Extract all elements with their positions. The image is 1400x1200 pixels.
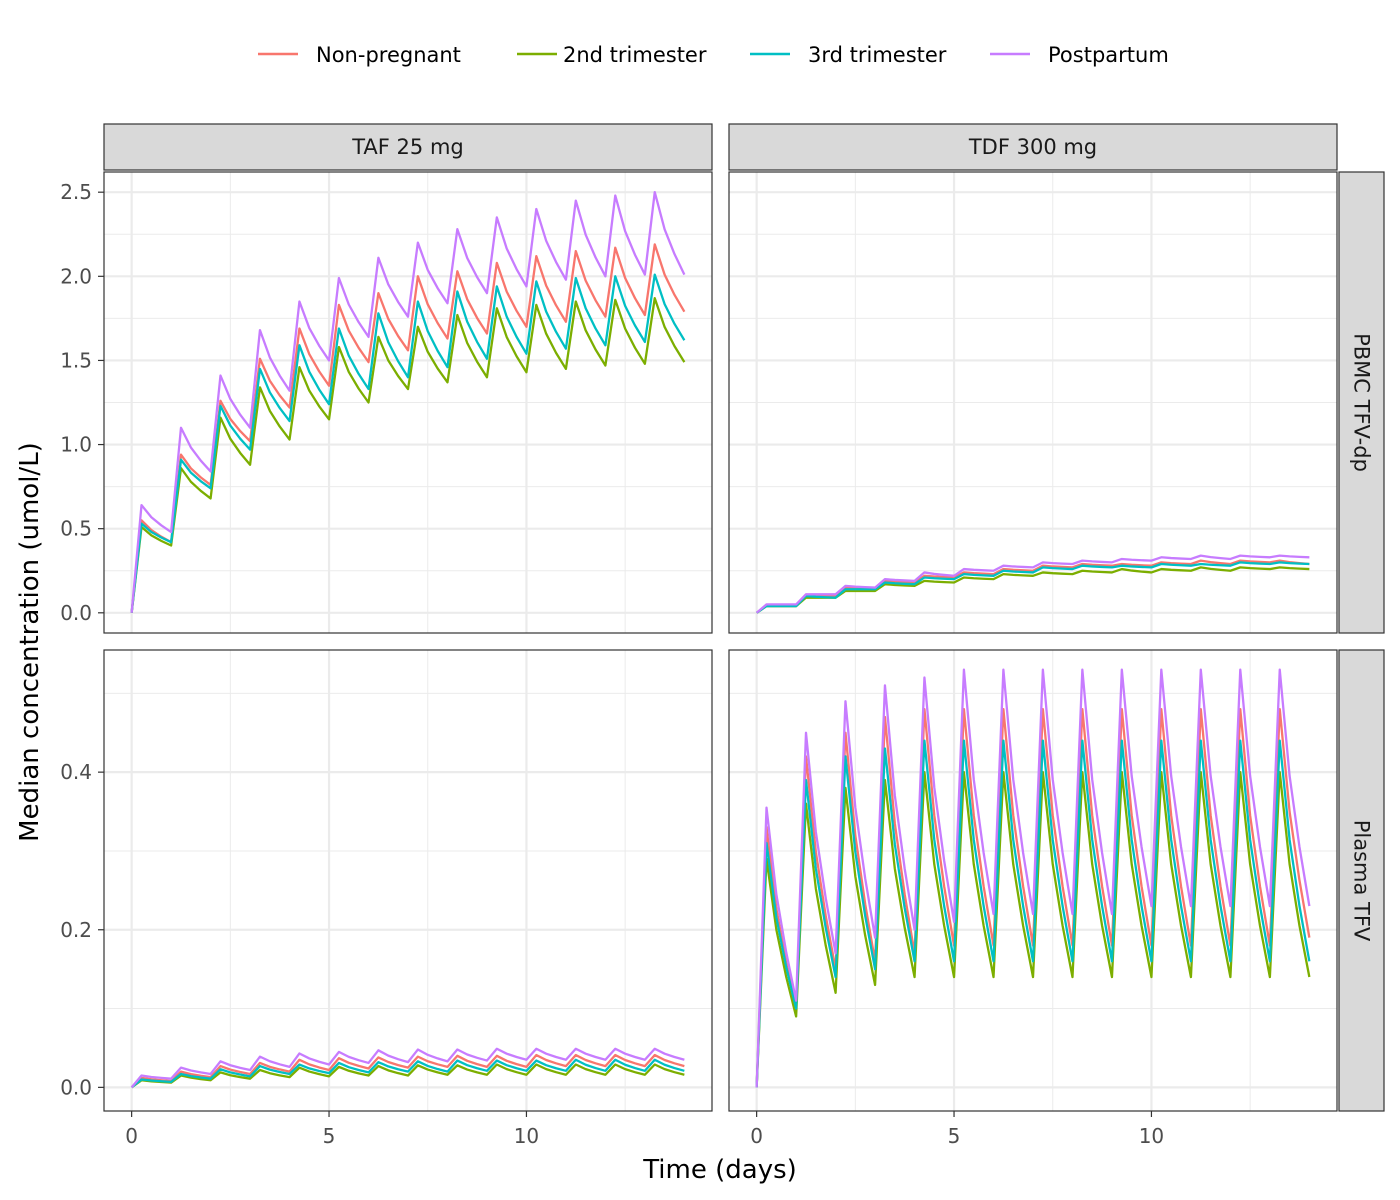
legend-label-non-pregnant: Non-pregnant: [316, 43, 461, 67]
x-tick-label: 5: [323, 1124, 336, 1148]
series-line-2nd-trimester: [130, 1063, 685, 1089]
panel-border: [728, 171, 1338, 634]
x-axis-title: Time (days): [642, 1155, 797, 1185]
y-axis-title: Median concentration (umol/L): [15, 442, 45, 842]
panel-taf-25-mg-plasma-tfv: [103, 649, 713, 1112]
legend-label-2nd-trimester: 2nd trimester: [563, 43, 707, 67]
strip-label-plasma-tfv: Plasma TFV: [1350, 820, 1374, 942]
series-line-postpartum: [130, 191, 686, 613]
y-tick-label: 2.5: [60, 180, 92, 204]
x-tick-label: 0: [125, 1124, 138, 1148]
y-tick-label: 1.5: [60, 348, 92, 372]
panel-taf-25-mg-pbmc-tfv-dp: [103, 171, 713, 634]
panel-tdf-300-mg-pbmc-tfv-dp: [728, 171, 1338, 634]
y-tick-label: 1.0: [60, 433, 92, 457]
strip-column-taf-25-mg: [103, 123, 713, 171]
y-tick-label: 2.0: [60, 264, 92, 288]
series-line-3rd-trimester: [755, 561, 1310, 614]
facet-strips: TAF 25 mg TDF 300 mg PBMC TFV-dp Plasma TFV: [103, 123, 1385, 1112]
legend-item-2nd-trimester: 2nd trimester: [517, 43, 707, 67]
strip-row-pbmc-tfv-dp: [1338, 171, 1385, 634]
y-tick-label: 0.4: [60, 760, 92, 784]
x-tick-label: 10: [1139, 1124, 1164, 1148]
legend-item-3rd-trimester: 3rd trimester: [750, 43, 947, 67]
panels: [103, 171, 1338, 1112]
x-tick-label: 5: [948, 1124, 961, 1148]
series-line-postpartum: [755, 668, 1311, 1088]
panel-tdf-300-mg-plasma-tfv: [728, 649, 1338, 1112]
strip-column-tdf-300-mg: [728, 123, 1338, 171]
legend: Non-pregnant 2nd trimester 3rd trimester Po…: [258, 43, 1169, 67]
series-line-3rd-trimester: [130, 1058, 685, 1089]
series-line-non-pregnant: [130, 1053, 685, 1089]
y-tick-label: 0.5: [60, 517, 92, 541]
series-line-2nd-trimester: [755, 566, 1310, 614]
series-line-2nd-trimester: [130, 297, 686, 613]
series-line-postpartum: [755, 554, 1310, 614]
x-tick-label: 10: [514, 1124, 539, 1148]
legend-label-postpartum: Postpartum: [1048, 43, 1169, 67]
panel-background: [104, 650, 712, 1111]
x-tick-label: 0: [750, 1124, 763, 1148]
strip-row-plasma-tfv: [1338, 649, 1385, 1112]
series-line-postpartum: [130, 1047, 685, 1089]
series-line-3rd-trimester: [130, 273, 686, 613]
legend-item-postpartum: Postpartum: [990, 43, 1169, 67]
strip-label-pbmc-tfv-dp: PBMC TFV-dp: [1350, 333, 1374, 472]
legend-item-non-pregnant: Non-pregnant: [258, 43, 461, 67]
series-line-non-pregnant: [755, 559, 1310, 614]
y-tick-label: 0.0: [60, 601, 92, 625]
series-line-3rd-trimester: [755, 739, 1311, 1088]
legend-label-3rd-trimester: 3rd trimester: [808, 43, 947, 67]
strip-label-tdf-300-mg: TDF 300 mg: [968, 135, 1097, 159]
panel-border: [728, 649, 1338, 1112]
y-tick-label: 0.2: [60, 918, 92, 942]
axes: 0.0 0.5 1.0 1.5 2.0 2.5 0.0 0.2 0.4 0 5 10 0 5 10: [60, 180, 1164, 1148]
series-line-non-pregnant: [130, 243, 686, 613]
panel-border: [103, 171, 713, 634]
strip-label-taf-25-mg: TAF 25 mg: [351, 135, 464, 159]
series-line-2nd-trimester: [755, 771, 1311, 1088]
y-tick-label: 0.0: [60, 1075, 92, 1099]
panel-border: [103, 649, 713, 1112]
